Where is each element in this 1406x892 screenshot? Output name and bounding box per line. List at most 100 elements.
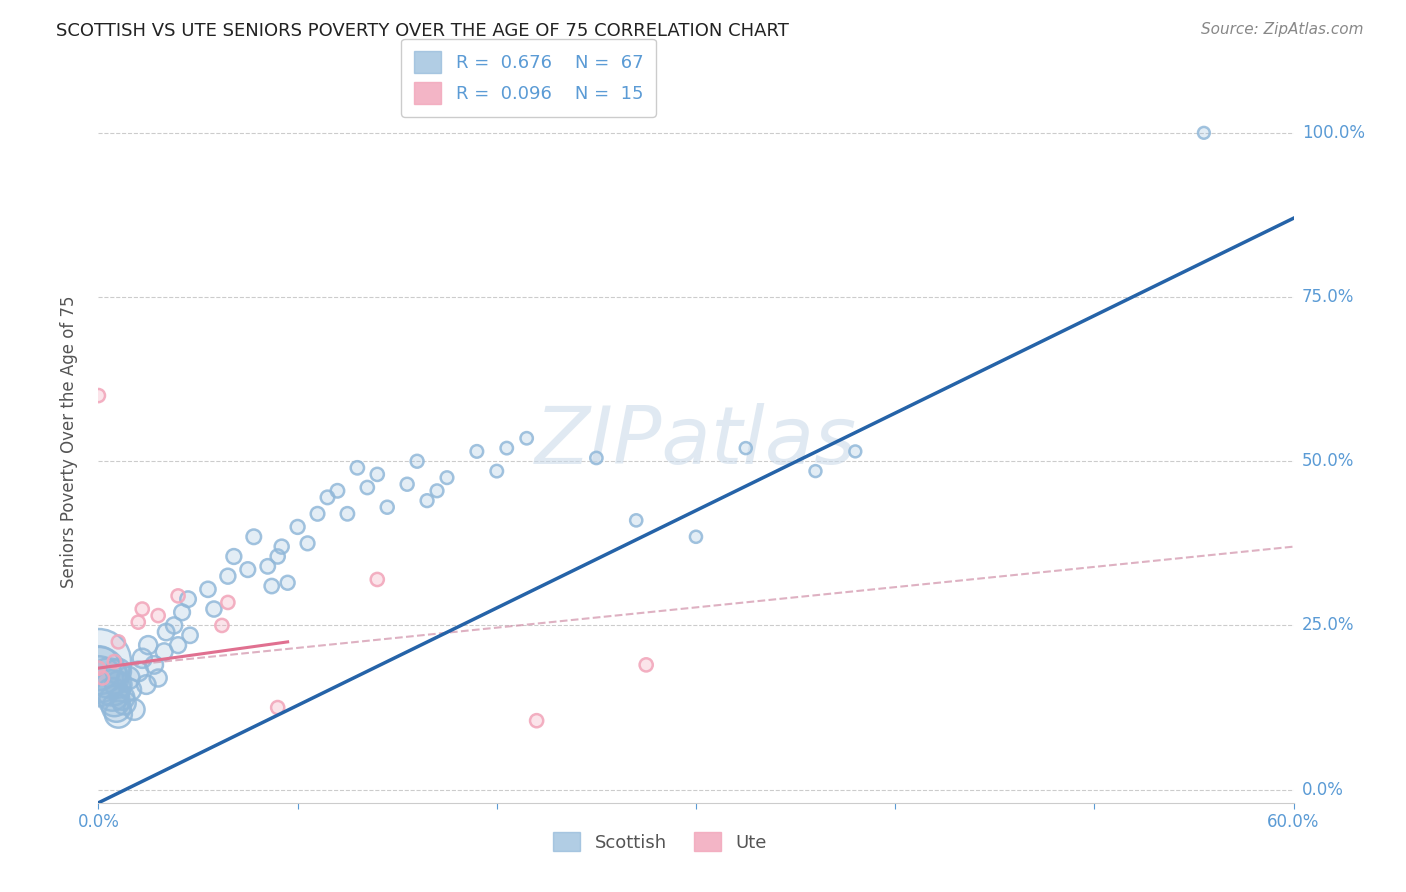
Point [107, 677, 129, 691]
Point [267, 549, 290, 564]
Point [256, 559, 278, 574]
Point [267, 700, 290, 714]
Point [87, 661, 110, 675]
Point [243, 530, 266, 544]
Text: 50.0%: 50.0% [1302, 452, 1354, 470]
Point [256, 559, 278, 574]
Point [197, 582, 219, 597]
Point [270, 540, 292, 554]
Point [87, 655, 110, 669]
Point [356, 481, 378, 495]
Point [179, 628, 201, 642]
Point [316, 491, 339, 505]
Point [804, 464, 827, 478]
Point [124, 702, 146, 716]
Point [143, 657, 166, 672]
Point [120, 682, 142, 697]
Point [97, 671, 120, 685]
Point [416, 493, 439, 508]
Point [336, 507, 359, 521]
Point [277, 575, 299, 590]
Point [131, 602, 153, 616]
Point [103, 694, 125, 708]
Point [148, 608, 170, 623]
Point [626, 513, 648, 527]
Point [844, 444, 866, 458]
Point [260, 579, 283, 593]
Point [346, 460, 368, 475]
Point [336, 507, 359, 521]
Point [163, 618, 186, 632]
Point [87, 661, 110, 675]
Point [202, 602, 225, 616]
Point [260, 579, 283, 593]
Point [111, 690, 134, 705]
Point [112, 696, 135, 710]
Point [97, 671, 120, 685]
Point [396, 477, 419, 491]
Text: 100.0%: 100.0% [1302, 124, 1365, 142]
Point [485, 464, 508, 478]
Text: Source: ZipAtlas.com: Source: ZipAtlas.com [1201, 22, 1364, 37]
Point [211, 618, 233, 632]
Point [436, 471, 458, 485]
Point [153, 645, 176, 659]
Point [426, 483, 449, 498]
Point [177, 592, 200, 607]
Point [111, 690, 134, 705]
Point [135, 677, 157, 691]
Point [107, 665, 129, 679]
Point [426, 483, 449, 498]
Point [91, 671, 114, 685]
Point [107, 665, 129, 679]
Point [685, 530, 707, 544]
Point [287, 520, 309, 534]
Point [107, 707, 129, 722]
Point [103, 655, 125, 669]
Point [167, 638, 190, 652]
Point [270, 540, 292, 554]
Point [87, 674, 110, 689]
Text: 75.0%: 75.0% [1302, 288, 1354, 306]
Point [396, 477, 419, 491]
Point [465, 444, 488, 458]
Point [87, 667, 110, 681]
Point [685, 530, 707, 544]
Point [366, 467, 388, 482]
Point [307, 507, 329, 521]
Text: ZIPatlas: ZIPatlas [534, 402, 858, 481]
Point [316, 491, 339, 505]
Point [127, 615, 149, 630]
Point [148, 671, 170, 685]
Point [297, 536, 319, 550]
Point [516, 431, 538, 445]
Point [626, 513, 648, 527]
Point [217, 595, 239, 609]
Point [804, 464, 827, 478]
Point [101, 687, 124, 701]
Point [105, 700, 128, 714]
Point [179, 628, 201, 642]
Point [375, 500, 398, 515]
Point [202, 602, 225, 616]
Text: 0.0%: 0.0% [1302, 780, 1344, 798]
Point [217, 569, 239, 583]
Point [1192, 126, 1215, 140]
Point [131, 602, 153, 616]
Point [526, 714, 548, 728]
Point [155, 625, 177, 640]
Text: SCOTTISH VS UTE SENIORS POVERTY OVER THE AGE OF 75 CORRELATION CHART: SCOTTISH VS UTE SENIORS POVERTY OVER THE… [56, 22, 789, 40]
Point [495, 441, 517, 455]
Point [107, 635, 129, 649]
Point [127, 665, 149, 679]
Point [465, 444, 488, 458]
Point [87, 661, 110, 675]
Point [585, 450, 607, 465]
Point [243, 530, 266, 544]
Point [172, 605, 194, 619]
Point [197, 582, 219, 597]
Point [167, 589, 190, 603]
Point [155, 625, 177, 640]
Point [103, 694, 125, 708]
Point [127, 665, 149, 679]
